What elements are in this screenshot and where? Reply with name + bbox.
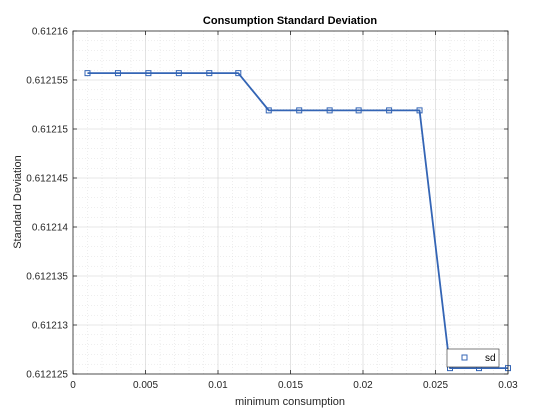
x-tick-label: 0.005 [133, 380, 158, 391]
y-tick-labels: 0.612125 0.61213 0.612135 0.61214 0.612145 0.… [26, 27, 68, 381]
data-point [386, 107, 393, 114]
series-layer [84, 70, 511, 372]
data-point [206, 70, 213, 77]
x-tick-label: 0.01 [208, 380, 228, 391]
x-tick-label: 0 [70, 380, 76, 391]
y-tick-label: 0.61215 [32, 125, 69, 136]
y-tick-label: 0.612125 [26, 370, 68, 381]
data-point [114, 70, 121, 77]
ticks-layer [72, 30, 509, 375]
data-point [145, 70, 152, 77]
x-tick-label: 0.025 [423, 380, 448, 391]
y-tick-label: 0.612145 [26, 174, 68, 185]
data-point [416, 107, 423, 114]
data-point [355, 107, 362, 114]
y-axis-label: Standard Deviation [12, 155, 24, 249]
series-line-sd [87, 72, 508, 370]
legend-label: sd [485, 353, 496, 364]
data-point [265, 107, 272, 114]
legend: sd [446, 348, 500, 368]
legend-marker [461, 354, 468, 361]
data-point [235, 70, 242, 77]
x-tick-label: 0.03 [498, 380, 518, 391]
y-tick-label: 0.61213 [32, 321, 69, 332]
data-point [296, 107, 303, 114]
chart-title: Consumption Standard Deviation [203, 15, 377, 27]
data-point [175, 70, 182, 77]
y-tick-label: 0.612135 [26, 272, 68, 283]
y-tick-label: 0.61214 [32, 223, 69, 234]
x-tick-label: 0.015 [278, 380, 303, 391]
y-tick-label: 0.612155 [26, 76, 68, 87]
x-tick-label: 0.02 [353, 380, 373, 391]
data-point [326, 107, 333, 114]
x-tick-labels: 0 0.005 0.01 0.015 0.02 0.025 0.03 [70, 380, 518, 391]
y-tick-label: 0.61216 [32, 27, 69, 38]
data-point [84, 70, 91, 77]
x-axis-label: minimum consumption [235, 396, 345, 408]
legend-box [446, 348, 500, 368]
